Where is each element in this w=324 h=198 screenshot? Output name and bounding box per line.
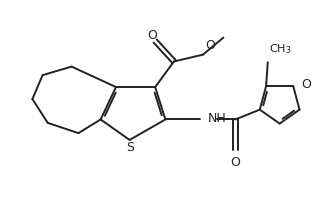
Text: O: O: [230, 156, 240, 169]
Text: O: O: [147, 29, 157, 42]
Text: NH: NH: [208, 112, 227, 125]
Text: O: O: [206, 39, 215, 52]
Text: CH$_3$: CH$_3$: [270, 42, 292, 56]
Text: O: O: [301, 78, 311, 91]
Text: S: S: [126, 141, 134, 154]
